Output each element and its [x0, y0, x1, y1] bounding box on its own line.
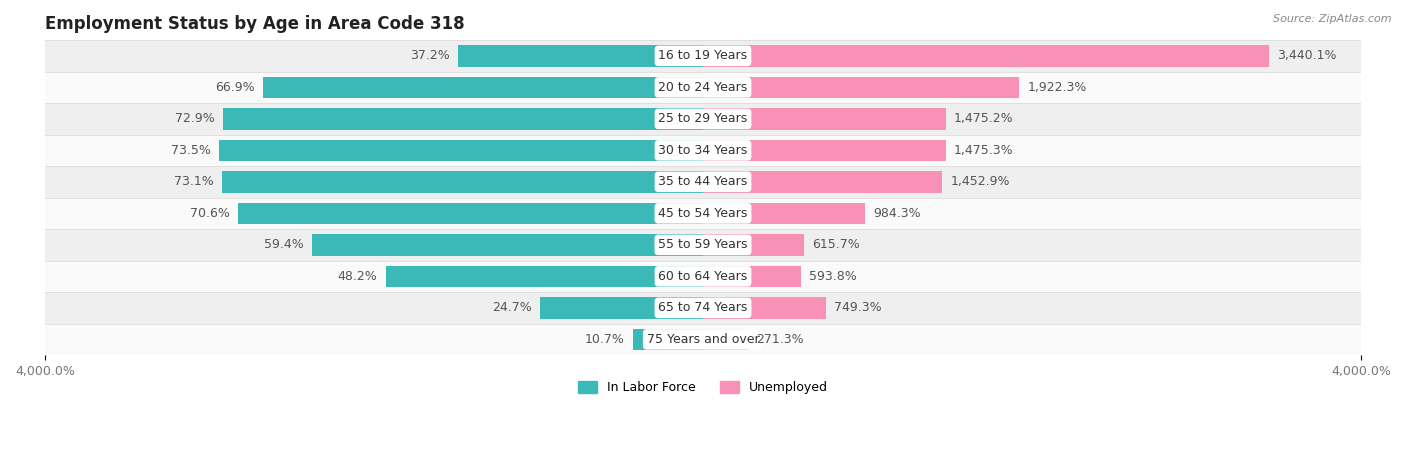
Text: 1,922.3%: 1,922.3% — [1028, 81, 1087, 94]
Text: 65 to 74 Years: 65 to 74 Years — [658, 301, 748, 314]
Bar — [703, 297, 827, 318]
Bar — [703, 202, 865, 224]
Text: 615.7%: 615.7% — [813, 239, 860, 251]
Bar — [222, 171, 703, 193]
Text: 75 Years and over: 75 Years and over — [647, 333, 759, 346]
Text: 593.8%: 593.8% — [808, 270, 856, 283]
Bar — [458, 45, 703, 67]
Bar — [703, 140, 946, 161]
Bar — [703, 329, 748, 350]
Bar — [13, 229, 1393, 261]
Bar — [13, 134, 1393, 166]
Text: 35 to 44 Years: 35 to 44 Years — [658, 175, 748, 189]
Bar — [312, 234, 703, 256]
Bar — [13, 261, 1393, 292]
Text: 1,475.3%: 1,475.3% — [953, 144, 1014, 157]
Text: 20 to 24 Years: 20 to 24 Years — [658, 81, 748, 94]
Text: 271.3%: 271.3% — [756, 333, 803, 346]
Bar — [13, 40, 1393, 72]
Bar — [224, 108, 703, 129]
Text: 1,475.2%: 1,475.2% — [953, 112, 1014, 125]
Bar — [263, 77, 703, 98]
Bar — [13, 72, 1393, 103]
Text: 60 to 64 Years: 60 to 64 Years — [658, 270, 748, 283]
Bar — [703, 266, 800, 287]
Text: 984.3%: 984.3% — [873, 207, 921, 220]
Text: 24.7%: 24.7% — [492, 301, 533, 314]
Text: 37.2%: 37.2% — [411, 49, 450, 62]
Text: 73.1%: 73.1% — [174, 175, 214, 189]
Bar — [703, 171, 942, 193]
Text: 25 to 29 Years: 25 to 29 Years — [658, 112, 748, 125]
Text: 45 to 54 Years: 45 to 54 Years — [658, 207, 748, 220]
Bar — [633, 329, 703, 350]
Bar — [13, 166, 1393, 198]
Legend: In Labor Force, Unemployed: In Labor Force, Unemployed — [572, 376, 834, 399]
Text: 73.5%: 73.5% — [172, 144, 211, 157]
Bar — [13, 292, 1393, 324]
Bar — [540, 297, 703, 318]
Text: 70.6%: 70.6% — [190, 207, 231, 220]
Text: 48.2%: 48.2% — [337, 270, 378, 283]
Text: 30 to 34 Years: 30 to 34 Years — [658, 144, 748, 157]
Text: 3,440.1%: 3,440.1% — [1277, 49, 1337, 62]
Bar — [385, 266, 703, 287]
Bar — [13, 198, 1393, 229]
Bar — [703, 108, 946, 129]
Text: 749.3%: 749.3% — [835, 301, 882, 314]
Text: 1,452.9%: 1,452.9% — [950, 175, 1010, 189]
Text: 55 to 59 Years: 55 to 59 Years — [658, 239, 748, 251]
Bar — [13, 103, 1393, 134]
Bar — [13, 324, 1393, 355]
Text: 59.4%: 59.4% — [264, 239, 304, 251]
Text: Employment Status by Age in Area Code 318: Employment Status by Age in Area Code 31… — [45, 15, 464, 33]
Bar — [703, 234, 804, 256]
Bar — [239, 202, 703, 224]
Text: 10.7%: 10.7% — [585, 333, 624, 346]
Bar — [703, 77, 1019, 98]
Bar — [219, 140, 703, 161]
Text: Source: ZipAtlas.com: Source: ZipAtlas.com — [1274, 14, 1392, 23]
Bar — [703, 45, 1270, 67]
Text: 66.9%: 66.9% — [215, 81, 254, 94]
Text: 72.9%: 72.9% — [176, 112, 215, 125]
Text: 16 to 19 Years: 16 to 19 Years — [658, 49, 748, 62]
